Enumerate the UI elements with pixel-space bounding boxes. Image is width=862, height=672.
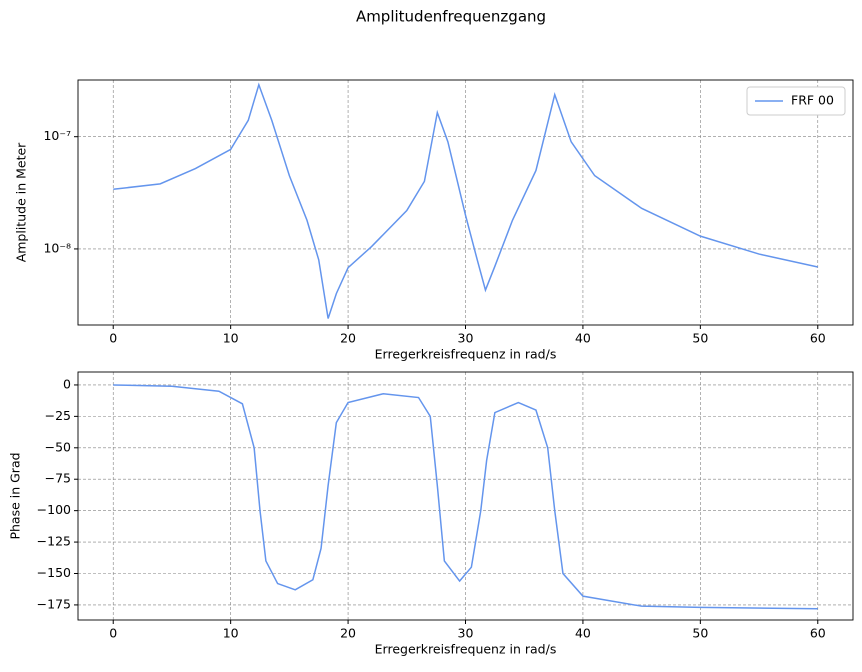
x-tick-label: 40: [575, 331, 591, 346]
x-tick-label: 20: [340, 331, 356, 346]
x-axis-label: Erregerkreisfrequenz in rad/s: [375, 347, 557, 362]
y-tick-label: −75: [45, 471, 71, 486]
axes-frame: [77, 79, 854, 326]
y-tick-label: 10⁻⁷: [43, 128, 71, 143]
y-tick-label: −150: [37, 565, 71, 580]
y-tick-label: −50: [45, 439, 71, 454]
y-tick-label: −100: [37, 502, 71, 517]
x-tick-label: 0: [109, 331, 117, 346]
legend-box: [746, 86, 846, 116]
y-tick-label: −175: [37, 596, 71, 611]
y-axis-label: Phase in Grad: [8, 452, 23, 539]
x-axis-label: Erregerkreisfrequenz in rad/s: [375, 642, 557, 657]
y-tick-label: 10⁻⁸: [43, 240, 71, 255]
y-tick-label: 0: [63, 376, 71, 391]
x-tick-label: 10: [223, 626, 239, 641]
x-tick-label: 50: [692, 331, 708, 346]
axes-frame: [77, 371, 854, 621]
legend-label: FRF 00: [791, 93, 834, 108]
x-tick-label: 10: [223, 331, 239, 346]
y-axis-label: Amplitude in Meter: [14, 142, 29, 262]
y-tick-label: −25: [45, 408, 71, 423]
x-tick-label: 30: [458, 331, 474, 346]
x-tick-label: 60: [810, 331, 826, 346]
line-series: [113, 82, 818, 319]
x-tick-label: 60: [810, 626, 826, 641]
x-tick-label: 20: [340, 626, 356, 641]
x-tick-label: 0: [109, 626, 117, 641]
figure-title: Amplitudenfrequenzgang: [356, 8, 546, 26]
line-series: [113, 384, 818, 610]
x-tick-label: 50: [692, 626, 708, 641]
x-tick-label: 30: [458, 626, 474, 641]
x-tick-label: 40: [575, 626, 591, 641]
y-tick-label: −125: [37, 534, 71, 549]
